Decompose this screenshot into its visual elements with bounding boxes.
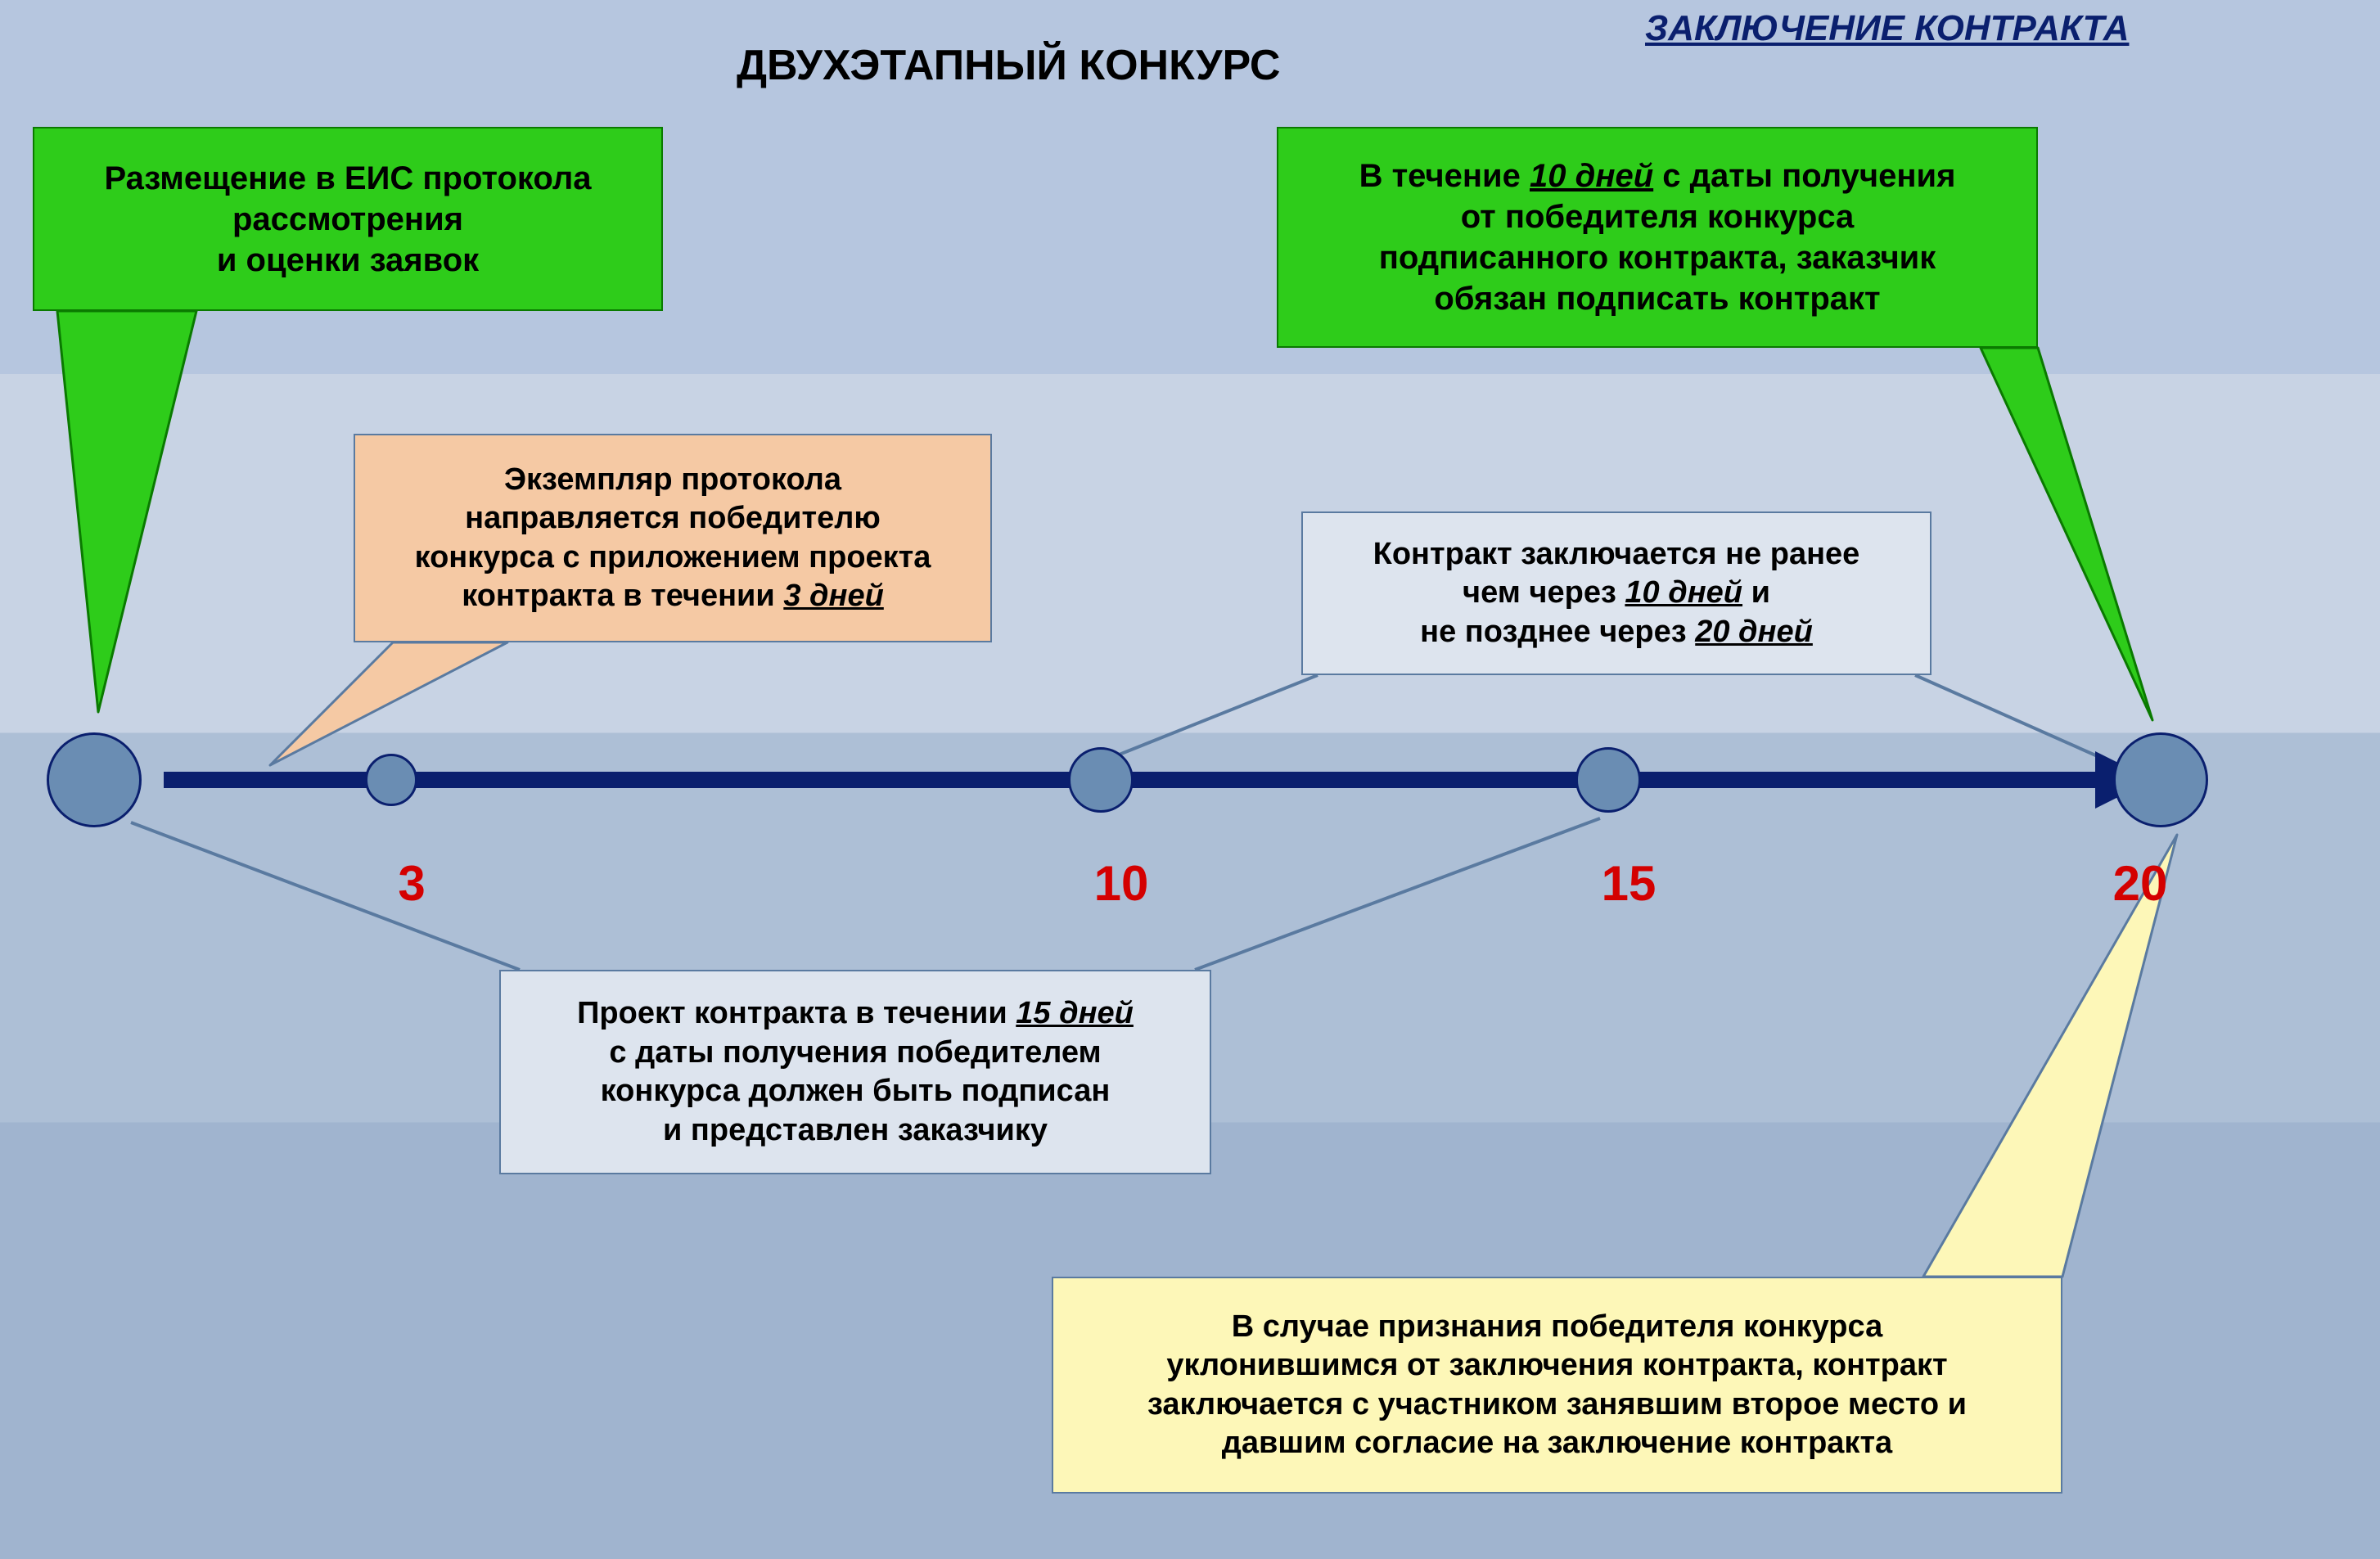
timeline-node xyxy=(2113,732,2208,827)
subtitle-contract: ЗАКЛЮЧЕНИЕ КОНТРАКТА xyxy=(1645,8,2129,49)
callout-sign-10-days: В течение 10 дней с даты полученияот поб… xyxy=(1277,127,2038,348)
timeline-label: 15 xyxy=(1571,855,1686,912)
callout-line: Экземпляр протокола xyxy=(504,461,841,500)
callout-line: рассмотрения xyxy=(232,199,463,240)
callout-send-3-days: Экземпляр протоколанаправляется победите… xyxy=(354,434,992,642)
callout-line: давшим согласие на заключение контракта xyxy=(1222,1424,1892,1463)
callout-line: от победителя конкурса xyxy=(1461,196,1855,237)
callout-line: и представлен заказчику xyxy=(663,1111,1048,1151)
callout-line: В случае признания победителя конкурса xyxy=(1232,1308,1882,1347)
callout-line: Контракт заключается не ранее xyxy=(1373,535,1860,574)
timeline-node xyxy=(47,732,142,827)
callout-line: заключается с участником занявшим второе… xyxy=(1147,1386,1967,1425)
timeline-node xyxy=(1575,747,1641,813)
callout-window-10-20: Контракт заключается не ранеечем через 1… xyxy=(1301,511,1931,675)
callout-line: В течение 10 дней с даты получения xyxy=(1359,155,1956,196)
callout-line: и оценки заявок xyxy=(217,240,479,281)
callout-eis-protocol: Размещение в ЕИС протоколарассмотренияи … xyxy=(33,127,663,311)
callout-line: чем через 10 дней и xyxy=(1463,574,1770,613)
main-title: ДВУХЭТАПНЫЙ КОНКУРС xyxy=(737,41,1280,90)
callout-line: уклонившимся от заключения контракта, ко… xyxy=(1166,1346,1947,1386)
callout-second-place: В случае признания победителя конкурсаук… xyxy=(1052,1277,2062,1494)
callout-line: контракта в течении 3 дней xyxy=(462,577,884,616)
timeline-label: 3 xyxy=(354,855,469,912)
callout-line: подписанного контракта, заказчик xyxy=(1379,237,1936,278)
timeline-node xyxy=(1068,747,1134,813)
callout-line: конкурса должен быть подписан xyxy=(601,1072,1111,1111)
callout-line: Размещение в ЕИС протокола xyxy=(105,158,592,199)
callout-line: не позднее через 20 дней xyxy=(1420,613,1813,652)
callout-project-15-days: Проект контракта в течении 15 днейс даты… xyxy=(499,970,1211,1174)
callout-line: обязан подписать контракт xyxy=(1434,278,1880,319)
timeline-label: 20 xyxy=(2083,855,2197,912)
callout-line: с даты получения победителем xyxy=(609,1034,1101,1073)
timeline-node xyxy=(365,754,417,806)
timeline-label: 10 xyxy=(1064,855,1179,912)
callout-line: конкурса с приложением проекта xyxy=(415,538,931,578)
callout-line: направляется победителю xyxy=(465,499,881,538)
callout-line: Проект контракта в течении 15 дней xyxy=(577,994,1134,1034)
